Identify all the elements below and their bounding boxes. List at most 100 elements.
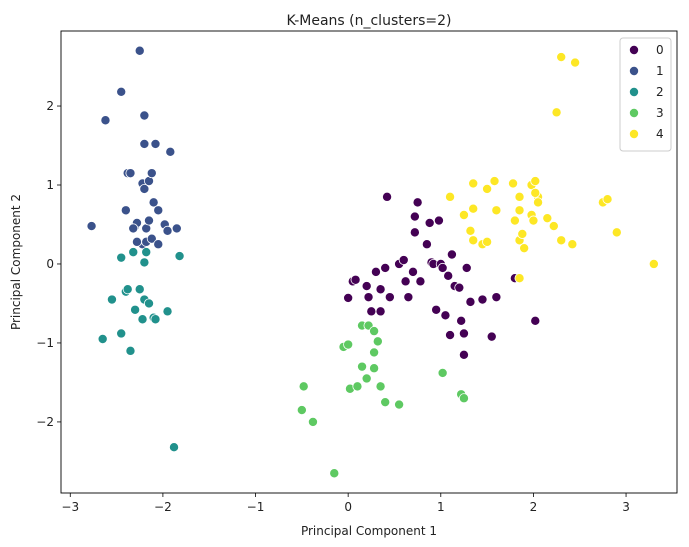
data-point-cluster-0 bbox=[465, 296, 476, 307]
data-point-cluster-1 bbox=[86, 221, 97, 232]
data-point-cluster-2 bbox=[139, 257, 150, 268]
data-point-cluster-3 bbox=[372, 336, 383, 347]
data-point-cluster-4 bbox=[458, 210, 469, 221]
data-point-cluster-1 bbox=[125, 168, 136, 179]
data-point-cluster-0 bbox=[445, 330, 456, 341]
data-point-cluster-1 bbox=[143, 215, 154, 226]
data-point-cluster-0 bbox=[456, 315, 467, 326]
data-point-cluster-1 bbox=[153, 239, 164, 250]
data-point-cluster-0 bbox=[458, 328, 469, 339]
data-point-cluster-4 bbox=[468, 178, 479, 189]
data-point-cluster-1 bbox=[150, 138, 161, 149]
data-point-cluster-0 bbox=[486, 331, 497, 342]
data-point-cluster-4 bbox=[556, 52, 567, 63]
data-point-cluster-3 bbox=[369, 347, 380, 358]
x-tick-label: −2 bbox=[154, 500, 172, 514]
data-point-cluster-0 bbox=[343, 292, 354, 303]
y-axis-ticks: −2 −1 0 1 2 bbox=[36, 99, 61, 429]
data-point-cluster-1 bbox=[139, 110, 150, 121]
data-point-cluster-3 bbox=[357, 361, 368, 372]
data-point-cluster-1 bbox=[171, 223, 182, 234]
data-point-cluster-4 bbox=[482, 183, 493, 194]
data-point-cluster-1 bbox=[139, 183, 150, 194]
data-point-cluster-0 bbox=[384, 292, 395, 303]
data-point-cluster-0 bbox=[375, 284, 386, 295]
data-point-cluster-0 bbox=[491, 292, 502, 303]
data-point-cluster-1 bbox=[146, 233, 157, 244]
data-point-cluster-0 bbox=[437, 262, 448, 273]
data-point-cluster-4 bbox=[514, 205, 525, 216]
data-point-cluster-1 bbox=[116, 86, 127, 97]
data-point-cluster-0 bbox=[350, 274, 361, 285]
data-point-cluster-0 bbox=[424, 217, 435, 228]
data-point-cluster-2 bbox=[97, 333, 108, 344]
data-point-cluster-1 bbox=[162, 225, 173, 236]
data-point-cluster-0 bbox=[361, 281, 372, 292]
y-tick-label: 2 bbox=[46, 99, 54, 113]
plot-frame bbox=[60, 30, 678, 494]
data-point-cluster-2 bbox=[141, 247, 152, 258]
data-point-cluster-1 bbox=[146, 168, 157, 179]
data-point-cluster-3 bbox=[329, 468, 340, 479]
data-point-cluster-3 bbox=[375, 381, 386, 392]
points-layer bbox=[86, 45, 659, 479]
data-point-cluster-1 bbox=[148, 197, 159, 208]
data-point-cluster-4 bbox=[517, 228, 528, 239]
y-tick-label: 0 bbox=[46, 257, 54, 271]
data-point-cluster-0 bbox=[412, 197, 423, 208]
data-point-cluster-0 bbox=[461, 262, 472, 273]
chart-title: K-Means (n_clusters=2) bbox=[287, 13, 452, 29]
y-tick-label: −1 bbox=[36, 336, 54, 350]
data-point-cluster-4 bbox=[611, 227, 622, 238]
data-point-cluster-4 bbox=[530, 187, 541, 198]
data-point-cluster-4 bbox=[445, 191, 456, 202]
data-point-cluster-4 bbox=[551, 107, 562, 118]
data-point-cluster-4 bbox=[509, 215, 520, 226]
legend-marker bbox=[629, 66, 640, 77]
data-point-cluster-4 bbox=[508, 178, 519, 189]
data-point-cluster-4 bbox=[519, 243, 530, 254]
data-point-cluster-2 bbox=[150, 314, 161, 325]
data-point-cluster-4 bbox=[468, 235, 479, 246]
data-point-cluster-0 bbox=[433, 215, 444, 226]
data-point-cluster-3 bbox=[307, 416, 318, 427]
data-point-cluster-2 bbox=[116, 252, 127, 263]
data-point-cluster-0 bbox=[458, 349, 469, 360]
data-point-cluster-1 bbox=[153, 205, 164, 216]
legend-label: 4 bbox=[656, 127, 664, 141]
data-point-cluster-4 bbox=[514, 191, 525, 202]
data-point-cluster-2 bbox=[169, 442, 180, 453]
data-point-cluster-0 bbox=[409, 211, 420, 222]
data-point-cluster-4 bbox=[548, 221, 559, 232]
data-point-cluster-4 bbox=[482, 236, 493, 247]
data-point-cluster-3 bbox=[380, 397, 391, 408]
legend-marker bbox=[629, 45, 640, 56]
data-point-cluster-0 bbox=[440, 310, 451, 321]
data-point-cluster-3 bbox=[394, 399, 405, 410]
data-point-cluster-0 bbox=[366, 306, 377, 317]
x-axis-label: Principal Component 1 bbox=[301, 524, 437, 538]
data-point-cluster-0 bbox=[431, 304, 442, 315]
x-tick-label: −3 bbox=[61, 500, 79, 514]
data-point-cluster-1 bbox=[134, 45, 145, 56]
data-point-cluster-1 bbox=[165, 146, 176, 157]
data-point-cluster-1 bbox=[100, 115, 111, 126]
data-point-cluster-2 bbox=[106, 294, 117, 305]
data-point-cluster-3 bbox=[369, 326, 380, 337]
data-point-cluster-0 bbox=[477, 294, 488, 305]
data-point-cluster-2 bbox=[134, 284, 145, 295]
legend-label: 1 bbox=[656, 64, 664, 78]
data-point-cluster-0 bbox=[407, 266, 418, 277]
x-tick-label: 3 bbox=[622, 500, 630, 514]
data-point-cluster-4 bbox=[491, 205, 502, 216]
data-point-cluster-4 bbox=[542, 213, 553, 224]
x-axis-ticks: −3 −2 −1 0 1 2 3 bbox=[61, 493, 630, 514]
data-point-cluster-3 bbox=[343, 339, 354, 350]
legend-label: 2 bbox=[656, 85, 664, 99]
data-point-cluster-4 bbox=[570, 57, 581, 68]
data-point-cluster-2 bbox=[128, 247, 139, 258]
data-point-cluster-3 bbox=[437, 367, 448, 378]
y-tick-label: 1 bbox=[46, 178, 54, 192]
data-point-cluster-0 bbox=[370, 266, 381, 277]
